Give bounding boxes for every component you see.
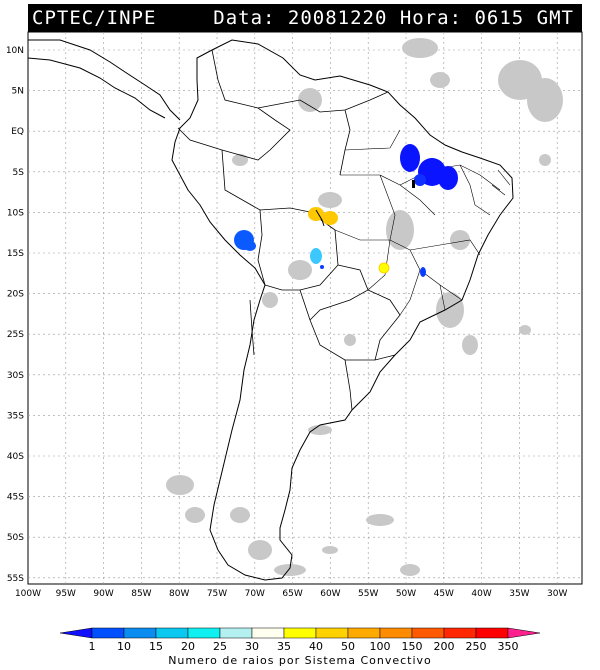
state-borders	[334, 129, 511, 316]
legend-value: 50	[341, 640, 355, 653]
source-label: CPTEC/INPE	[32, 7, 157, 29]
lon-label: 50W	[396, 589, 416, 599]
lat-label: 55S	[7, 574, 24, 584]
legend-swatch	[443, 627, 477, 639]
legend-value: 1	[89, 640, 96, 653]
peru-cluster	[234, 230, 256, 251]
lon-label: 100W	[15, 589, 41, 599]
legend-value: 200	[434, 640, 455, 653]
rondonia-cluster	[308, 207, 338, 227]
lon-label: 60W	[320, 589, 340, 599]
lat-label: 10N	[6, 46, 24, 56]
lat-label: 5S	[13, 168, 25, 178]
legend-swatch	[187, 627, 221, 639]
legend-swatch	[315, 627, 349, 639]
legend-value: 30	[245, 640, 259, 653]
legend-swatch	[155, 627, 189, 639]
goias-cluster	[378, 262, 390, 274]
lat-label: 10S	[7, 208, 24, 218]
lon-label: 55W	[358, 589, 378, 599]
lon-label: 45W	[434, 589, 454, 599]
map-frame	[27, 31, 583, 585]
lon-label: 90W	[93, 589, 113, 599]
minas-cluster	[420, 267, 426, 277]
lat-label: 40S	[7, 452, 24, 462]
legend-value: 150	[402, 640, 423, 653]
lon-label: 95W	[56, 589, 76, 599]
lon-label: 85W	[131, 589, 151, 599]
lat-label: 35S	[7, 411, 24, 421]
lon-label: 65W	[282, 589, 302, 599]
mato-grosso-cluster	[310, 248, 324, 269]
lightning-clusters	[234, 144, 458, 277]
lat-label: EQ	[11, 127, 24, 137]
legend-swatch	[123, 627, 157, 639]
graticule	[28, 32, 582, 584]
legend-title: Numero de raios por Sistema Convectivo	[168, 654, 432, 667]
legend-value: 350	[498, 640, 519, 653]
datetime-label: Data: 20081220 Hora: 0615 GMT	[213, 7, 574, 29]
lat-label: 30S	[7, 371, 24, 381]
legend-swatch	[251, 627, 285, 639]
south-america-coastline	[171, 39, 514, 581]
lon-label: 40W	[471, 589, 491, 599]
legend-value: 35	[277, 640, 291, 653]
northeast-brazil-cluster	[400, 144, 458, 190]
map-header: CPTEC/INPE Data: 20081220 Hora: 0615 GMT	[28, 4, 582, 32]
legend-swatch	[59, 627, 93, 639]
lat-label: 45S	[7, 493, 24, 503]
latitude-labels: 10N 5N EQ 5S 10S 15S 20S 25S 30S 35S 40S 45S 50S 55S	[6, 46, 24, 584]
legend-swatch	[379, 627, 413, 639]
legend-swatch	[91, 627, 125, 639]
legend-value: 250	[466, 640, 487, 653]
color-legend: 1 10 15 20 25 30 35 40 50 100 150 200 250 350	[59, 627, 541, 653]
legend-swatch	[219, 627, 253, 639]
legend-value: 100	[370, 640, 391, 653]
lon-label: 75W	[207, 589, 227, 599]
lon-label: 80W	[169, 589, 189, 599]
legend-swatch	[411, 627, 445, 639]
satellite-cloud-cover	[166, 38, 563, 576]
lon-label: 30W	[547, 589, 567, 599]
lat-label: 20S	[7, 290, 24, 300]
central-america-coastline	[27, 39, 181, 121]
lat-label: 25S	[7, 330, 24, 340]
lat-label: 15S	[7, 249, 24, 259]
legend-swatch	[283, 627, 317, 639]
legend-value: 40	[309, 640, 323, 653]
lat-label: 5N	[12, 87, 24, 97]
lat-label: 50S	[7, 533, 24, 543]
legend-swatch	[475, 627, 509, 639]
lon-label: 35W	[509, 589, 529, 599]
legend-swatch	[347, 627, 381, 639]
lon-label: 70W	[245, 589, 265, 599]
legend-value: 25	[213, 640, 227, 653]
longitude-labels: 100W 95W 90W 85W 80W 75W 70W 65W 60W 55W 50W 45W 40W…	[15, 589, 568, 599]
legend-value: 15	[149, 640, 163, 653]
legend-value: 10	[117, 640, 131, 653]
legend-swatch	[507, 627, 541, 639]
legend-value: 20	[181, 640, 195, 653]
